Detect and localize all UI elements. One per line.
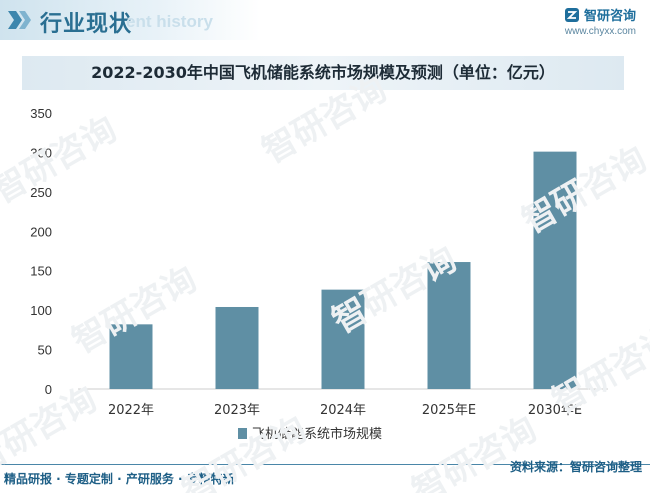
brand-url: www.chyxx.com: [564, 26, 636, 37]
y-tick-label: 50: [38, 343, 52, 358]
y-tick-label: 200: [30, 224, 52, 239]
brand-name: 智研咨询: [583, 9, 636, 24]
bar: [109, 324, 153, 389]
bar: [215, 306, 259, 389]
chart-title-bar: 2022-2030年中国飞机储能系统市场规模及预测（单位：亿元）: [22, 56, 624, 90]
legend-swatch: [238, 428, 247, 439]
section-title-box: 行业现状 ent history: [0, 0, 260, 40]
x-tick-label: 2030年E: [528, 403, 582, 418]
legend-label: 飞机储能系统市场规模: [252, 426, 382, 442]
chevron-double-icon: [8, 11, 31, 29]
x-tick-label: 2022年: [108, 403, 154, 418]
y-tick-label: 350: [30, 106, 52, 121]
x-tick-label: 2024年: [320, 403, 366, 418]
y-tick-label: 100: [30, 303, 52, 318]
brand-name-row: 智研咨询: [564, 5, 636, 24]
bar: [321, 289, 365, 389]
section-title: 行业现状: [40, 12, 133, 37]
footer-source: 资料来源：智研咨询整理: [509, 460, 642, 474]
bar: [427, 262, 471, 389]
footer-divider: [0, 464, 650, 465]
y-tick-label: 300: [30, 145, 52, 160]
x-tick-label: 2025年E: [422, 403, 476, 418]
section-subtitle: ent history: [126, 12, 213, 31]
bar-chart: 0 50 100 150 200 250 300 350 2022年 2023年 2024年 2025…: [30, 106, 608, 442]
footer-services: 精品研报 · 专题定制 · 产研服务 · 专精特新: [4, 472, 235, 486]
y-tick-label: 150: [30, 264, 52, 279]
header: 行业现状 ent history 智研咨询 www.chyxx.com: [0, 0, 650, 44]
brand-logo-icon: [564, 7, 579, 22]
bar: [533, 151, 577, 389]
y-tick-label: 0: [45, 382, 52, 397]
brand-block: 智研咨询 www.chyxx.com: [564, 5, 636, 37]
y-tick-label: 250: [30, 185, 52, 200]
chart-title: 2022-2030年中国飞机储能系统市场规模及预测（单位：亿元）: [91, 63, 555, 82]
x-tick-label: 2023年: [214, 403, 260, 418]
